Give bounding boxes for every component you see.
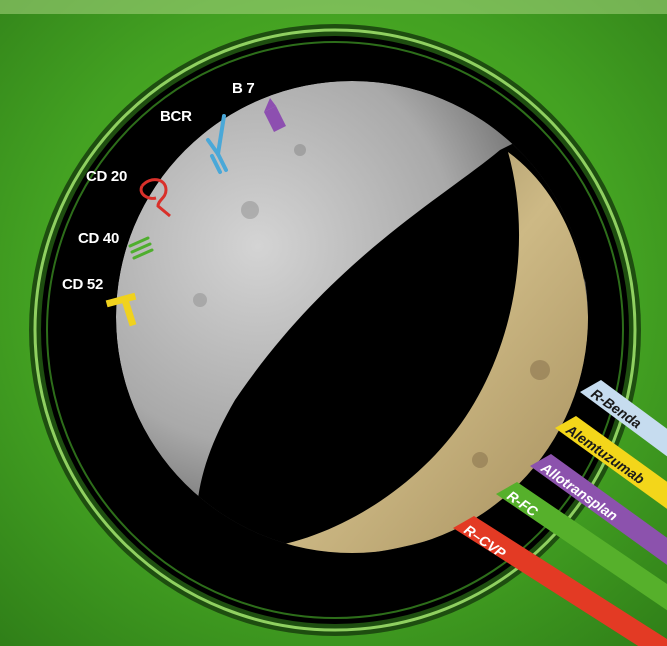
cd40-label: CD 40 xyxy=(78,230,120,247)
r-benda-arrow xyxy=(580,380,667,457)
cd52-marker-icon xyxy=(105,292,137,327)
arrows xyxy=(453,380,667,646)
allotransplan-arrow xyxy=(530,454,667,565)
b7-marker-icon xyxy=(264,98,286,132)
moon xyxy=(116,81,588,553)
bcr-label: BCR xyxy=(160,108,192,125)
moon-gold-crescent xyxy=(262,152,588,553)
disc-ring-light xyxy=(33,28,637,632)
cd52-label: CD 52 xyxy=(62,276,104,293)
crater xyxy=(472,452,488,468)
b7-label: B 7 xyxy=(232,80,255,97)
crater xyxy=(193,293,207,307)
disc-inner-ring xyxy=(46,41,624,619)
crater xyxy=(530,360,550,380)
alemtuzumab-arrow xyxy=(555,416,667,509)
bcr-antibody-icon xyxy=(206,114,228,174)
cd40-marker-icon xyxy=(128,236,154,260)
cd20-label: CD 20 xyxy=(86,168,128,185)
crater xyxy=(241,201,259,219)
r-cvp-arrow xyxy=(453,516,667,646)
crater xyxy=(294,144,306,156)
cd20-marker-icon xyxy=(139,178,171,218)
r-fc-arrow xyxy=(496,482,667,611)
top-band xyxy=(0,0,667,14)
